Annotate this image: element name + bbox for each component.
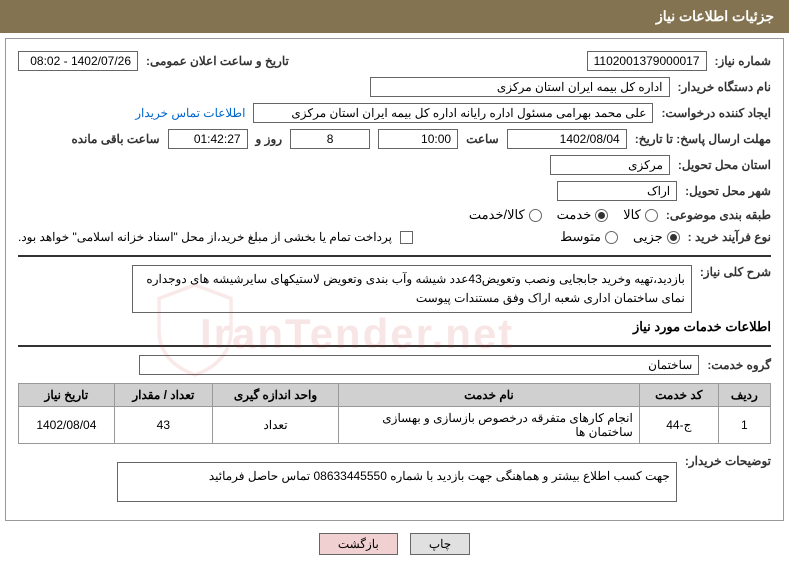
- content-panel: شماره نیاز: 1102001379000017 تاریخ و ساع…: [5, 38, 784, 521]
- process-label: نوع فرآیند خرید :: [688, 230, 771, 244]
- countdown: 01:42:27: [168, 129, 248, 149]
- contact-link[interactable]: اطلاعات تماس خریدار: [135, 106, 245, 120]
- cell-num: 1: [718, 407, 770, 444]
- deadline-label: مهلت ارسال پاسخ: تا تاریخ:: [635, 132, 771, 146]
- back-button[interactable]: بازگشت: [319, 533, 398, 555]
- time-label: ساعت: [466, 132, 499, 146]
- th-unit: واحد اندازه گیری: [212, 384, 338, 407]
- requester-value: علی محمد بهرامی مسئول اداره رایانه اداره…: [253, 103, 653, 123]
- radio-service-label: خدمت: [557, 207, 592, 223]
- subject-class-label: طبقه بندی موضوعی:: [666, 208, 771, 222]
- radio-goods-service-label: کالا/خدمت: [469, 207, 525, 223]
- buyer-org-label: نام دستگاه خریدار:: [678, 80, 772, 94]
- separator-2: [18, 345, 771, 347]
- province-label: استان محل تحویل:: [678, 158, 771, 172]
- th-qty: تعداد / مقدار: [114, 384, 212, 407]
- service-group-label: گروه خدمت:: [707, 358, 771, 372]
- cell-code: ج-44: [639, 407, 718, 444]
- separator-1: [18, 255, 771, 257]
- need-desc-label: شرح کلی نیاز:: [700, 265, 771, 279]
- notes-value: جهت کسب اطلاع بیشتر و هماهنگی جهت بازدید…: [117, 462, 677, 502]
- days-value: 8: [290, 129, 370, 149]
- payment-note: پرداخت تمام یا بخشی از مبلغ خرید،از محل …: [18, 230, 392, 244]
- radio-medium[interactable]: متوسط: [560, 229, 618, 245]
- header-title: جزئیات اطلاعات نیاز: [656, 8, 774, 24]
- th-date: تاریخ نیاز: [19, 384, 115, 407]
- cell-date: 1402/08/04: [19, 407, 115, 444]
- services-section-title: اطلاعات خدمات مورد نیاز: [18, 319, 771, 335]
- requester-label: ایجاد کننده درخواست:: [661, 106, 771, 120]
- watermark-shield: [150, 280, 240, 380]
- cell-qty: 43: [114, 407, 212, 444]
- remaining-label: ساعت باقی مانده: [71, 132, 159, 146]
- radio-goods-label: کالا: [623, 207, 641, 223]
- th-row: ردیف: [718, 384, 770, 407]
- process-radio-group: جزیی متوسط: [560, 229, 680, 245]
- province-value: مرکزی: [550, 155, 670, 175]
- need-number-value: 1102001379000017: [587, 51, 707, 71]
- treasury-checkbox[interactable]: [400, 231, 413, 244]
- radio-partial[interactable]: جزیی: [633, 229, 680, 245]
- radio-medium-label: متوسط: [560, 229, 601, 245]
- th-code: کد خدمت: [639, 384, 718, 407]
- radio-goods[interactable]: کالا: [623, 207, 658, 223]
- radio-goods-service[interactable]: کالا/خدمت: [469, 207, 542, 223]
- cell-name: انجام کارهای متفرقه درخصوص بازسازی و بهس…: [339, 407, 640, 444]
- radio-partial-label: جزیی: [633, 229, 663, 245]
- notes-label: توضیحات خریدار:: [685, 454, 771, 468]
- announce-value: 1402/07/26 - 08:02: [18, 51, 138, 71]
- days-label: روز و: [256, 132, 283, 146]
- announce-label: تاریخ و ساعت اعلان عمومی:: [146, 54, 289, 68]
- radio-service[interactable]: خدمت: [557, 207, 609, 223]
- city-value: اراک: [557, 181, 677, 201]
- city-label: شهر محل تحویل:: [685, 184, 771, 198]
- print-button[interactable]: چاپ: [410, 533, 470, 555]
- need-number-label: شماره نیاز:: [715, 54, 771, 68]
- deadline-time: 10:00: [378, 129, 458, 149]
- subject-radio-group: کالا خدمت کالا/خدمت: [469, 207, 658, 223]
- table-row: 1 ج-44 انجام کارهای متفرقه درخصوص بازساز…: [19, 407, 771, 444]
- page-header: جزئیات اطلاعات نیاز: [0, 0, 789, 33]
- deadline-date: 1402/08/04: [507, 129, 627, 149]
- buttons-row: چاپ بازگشت: [0, 533, 789, 555]
- th-name: نام خدمت: [339, 384, 640, 407]
- cell-unit: تعداد: [212, 407, 338, 444]
- buyer-org-value: اداره کل بیمه ایران استان مرکزی: [370, 77, 670, 97]
- services-table: ردیف کد خدمت نام خدمت واحد اندازه گیری ت…: [18, 383, 771, 444]
